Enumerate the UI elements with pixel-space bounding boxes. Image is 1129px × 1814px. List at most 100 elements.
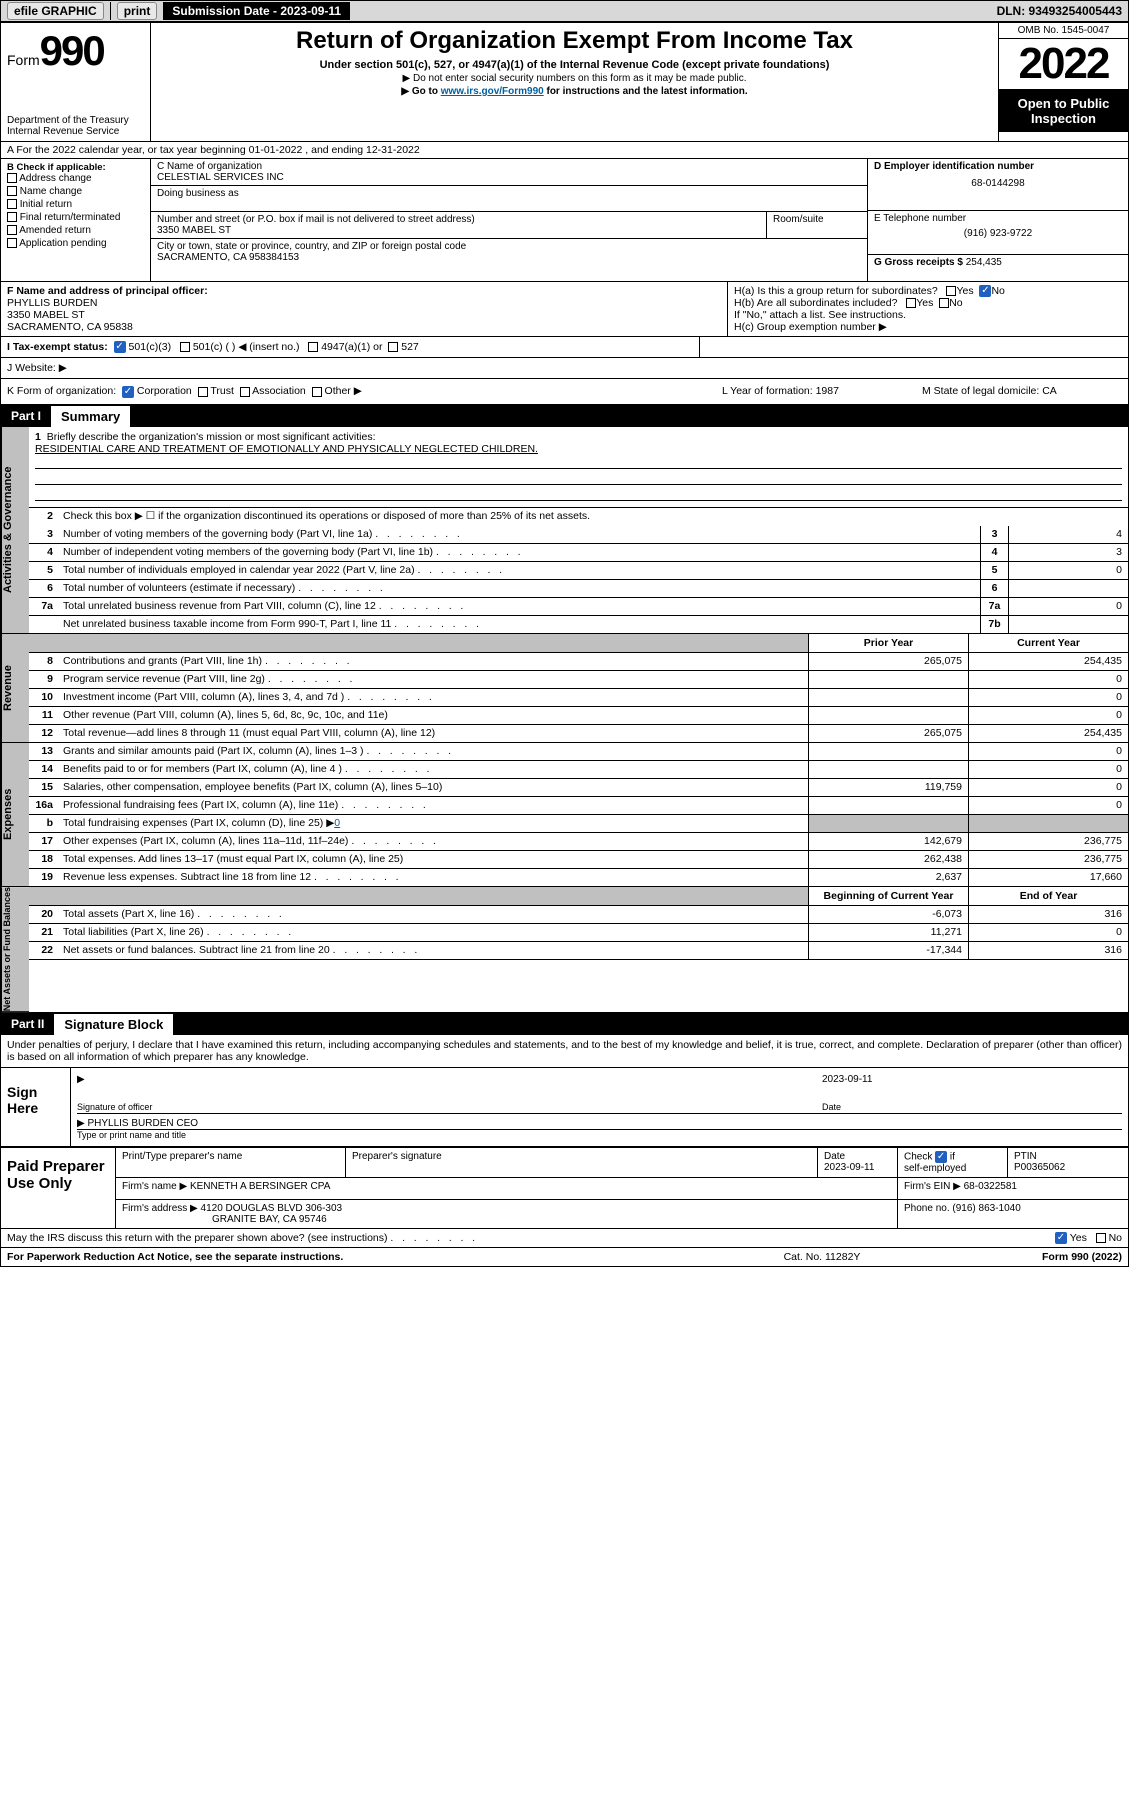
chk-name-change[interactable]: Name change	[7, 186, 144, 197]
chk-assoc[interactable]	[240, 387, 250, 397]
website-row: J Website: ▶	[1, 358, 1128, 378]
dba-cell: Doing business as	[151, 186, 867, 212]
ha-label: H(a) Is this a group return for subordin…	[734, 285, 938, 297]
footer-right: Form 990 (2022)	[922, 1251, 1122, 1263]
chk-self-emp[interactable]: ✓	[935, 1151, 947, 1163]
l5-val: 0	[1008, 562, 1128, 579]
hdr-prior: Prior Year	[808, 634, 968, 652]
efile-label: efile GRAPHIC	[1, 2, 111, 20]
rev-header: Prior Year Current Year	[29, 634, 1128, 653]
ein-value: 68-0144298	[874, 178, 1122, 189]
line-9: 9Program service revenue (Part VIII, lin…	[29, 671, 1128, 689]
chk-4947[interactable]	[308, 342, 318, 352]
room-label: Room/suite	[773, 214, 861, 225]
firm-addr1: 4120 DOUGLAS BLVD 306-303	[201, 1203, 343, 1214]
form-header: Form990 Department of the Treasury Inter…	[1, 23, 1128, 142]
chk-initial[interactable]: Initial return	[7, 199, 144, 210]
goto-pre: ▶ Go to	[401, 86, 440, 97]
mission-block: 1 Briefly describe the organization's mi…	[29, 427, 1128, 508]
lbl-assoc: Association	[252, 385, 306, 397]
side-governance: Activities & Governance	[1, 427, 29, 634]
tax-exempt-row: I Tax-exempt status: ✓ 501(c)(3) 501(c) …	[1, 337, 700, 358]
lbl-501c3: 501(c)(3)	[129, 341, 172, 353]
omb-number: OMB No. 1545-0047	[999, 23, 1128, 39]
header-left: Form990 Department of the Treasury Inter…	[1, 23, 151, 141]
ha-no-chk[interactable]: ✓	[979, 285, 991, 297]
city-value: SACRAMENTO, CA 958384153	[157, 252, 861, 263]
org-name-label: C Name of organization	[157, 161, 861, 172]
side-revenue: Revenue	[1, 634, 29, 743]
line-7b: Net unrelated business taxable income fr…	[29, 616, 1128, 634]
discuss-answers: ✓ Yes No	[1055, 1232, 1122, 1244]
l6-val	[1008, 580, 1128, 597]
chk-527[interactable]	[388, 342, 398, 352]
chk-amended[interactable]: Amended return	[7, 225, 144, 236]
row-i-j: I Tax-exempt status: ✓ 501(c)(3) 501(c) …	[1, 337, 1128, 379]
ha-yes-chk[interactable]	[946, 286, 956, 296]
line-16b: bTotal fundraising expenses (Part IX, co…	[29, 815, 1128, 833]
print-btn[interactable]: print	[117, 2, 158, 20]
chk-discuss-no[interactable]	[1096, 1233, 1106, 1243]
l7b-text: Net unrelated business taxable income fr…	[59, 616, 980, 633]
line-19: 19Revenue less expenses. Subtract line 1…	[29, 869, 1128, 887]
paid-row-1: Print/Type preparer's name Preparer's si…	[116, 1148, 1128, 1178]
line-22: 22Net assets or fund balances. Subtract …	[29, 942, 1128, 960]
footer-mid: Cat. No. 11282Y	[722, 1251, 922, 1263]
firm-addr-label: Firm's address ▶	[122, 1203, 198, 1214]
expenses-section: Expenses 13Grants and similar amounts pa…	[1, 743, 1128, 887]
chk-discuss-yes[interactable]: ✓	[1055, 1232, 1067, 1244]
sign-here-block: Sign Here ▶ Signature of officer 2023-09…	[1, 1068, 1128, 1148]
discuss-yes: Yes	[1070, 1232, 1087, 1244]
group-return-block: H(a) Is this a group return for subordin…	[728, 282, 1128, 336]
hb-yes: Yes	[916, 297, 933, 309]
sig-officer-label: Signature of officer	[77, 1092, 822, 1113]
line-16a: 16aProfessional fundraising fees (Part I…	[29, 797, 1128, 815]
header-mid: Return of Organization Exempt From Incom…	[151, 23, 998, 141]
chk-final[interactable]: Final return/terminated	[7, 212, 144, 223]
l7b-val	[1008, 616, 1128, 633]
perjury-declaration: Under penalties of perjury, I declare th…	[1, 1035, 1128, 1068]
street-value: 3350 MABEL ST	[157, 225, 760, 236]
ha-no: No	[991, 285, 1004, 297]
dba-label: Doing business as	[157, 188, 861, 199]
fundraising-link[interactable]: 0	[334, 817, 340, 829]
form-of-org: K Form of organization: ✓ Corporation Tr…	[7, 385, 722, 397]
mission-text: RESIDENTIAL CARE AND TREATMENT OF EMOTIO…	[35, 443, 538, 455]
sign-right: ▶ Signature of officer 2023-09-11 Date ▶…	[71, 1068, 1128, 1146]
city-cell: City or town, state or province, country…	[151, 239, 867, 265]
chk-501c[interactable]	[180, 342, 190, 352]
prep-date-hdr: Date	[824, 1151, 845, 1162]
efile-btn[interactable]: efile GRAPHIC	[7, 2, 104, 20]
hb-no: No	[949, 297, 962, 309]
ptin-hdr: PTIN	[1014, 1151, 1037, 1162]
city-label: City or town, state or province, country…	[157, 241, 861, 252]
state-domicile: M State of legal domicile: CA	[922, 385, 1122, 397]
officer-name: PHYLLIS BURDEN	[7, 297, 721, 309]
hb-row: H(b) Are all subordinates included? Yes …	[734, 297, 1122, 309]
hb-yes-chk[interactable]	[906, 298, 916, 308]
officer-label: F Name and address of principal officer:	[7, 285, 721, 297]
form-990-page: Form990 Department of the Treasury Inter…	[0, 22, 1129, 1267]
chk-pending[interactable]: Application pending	[7, 238, 144, 249]
lbl-501c: 501(c) ( ) ◀ (insert no.)	[193, 341, 300, 353]
part-1-header: Part I Summary	[1, 406, 1128, 427]
chk-addr-change[interactable]: Address change	[7, 173, 144, 184]
row-a-tax-year: A For the 2022 calendar year, or tax yea…	[1, 142, 1128, 159]
chk-other[interactable]	[312, 387, 322, 397]
chk-corp[interactable]: ✓	[122, 386, 134, 398]
prep-name-hdr: Print/Type preparer's name	[116, 1148, 346, 1177]
row-f-h: F Name and address of principal officer:…	[1, 282, 1128, 337]
ein-cell: D Employer identification number 68-0144…	[868, 159, 1128, 211]
footer-left: For Paperwork Reduction Act Notice, see …	[7, 1251, 722, 1263]
gross-value: 254,435	[966, 257, 1002, 268]
hb-no-chk[interactable]	[939, 298, 949, 308]
col-c-name-addr: C Name of organization CELESTIAL SERVICE…	[151, 159, 868, 281]
line-17: 17Other expenses (Part IX, column (A), l…	[29, 833, 1128, 851]
chk-501c3[interactable]: ✓	[114, 341, 126, 353]
subtitle-1: Under section 501(c), 527, or 4947(a)(1)…	[159, 59, 990, 71]
paid-row-2: Firm's name ▶ KENNETH A BERSINGER CPA Fi…	[116, 1178, 1128, 1200]
irs-link[interactable]: www.irs.gov/Form990	[441, 86, 544, 97]
discuss-row: May the IRS discuss this return with the…	[1, 1229, 1128, 1248]
net-header: Beginning of Current Year End of Year	[29, 887, 1128, 906]
chk-trust[interactable]	[198, 387, 208, 397]
